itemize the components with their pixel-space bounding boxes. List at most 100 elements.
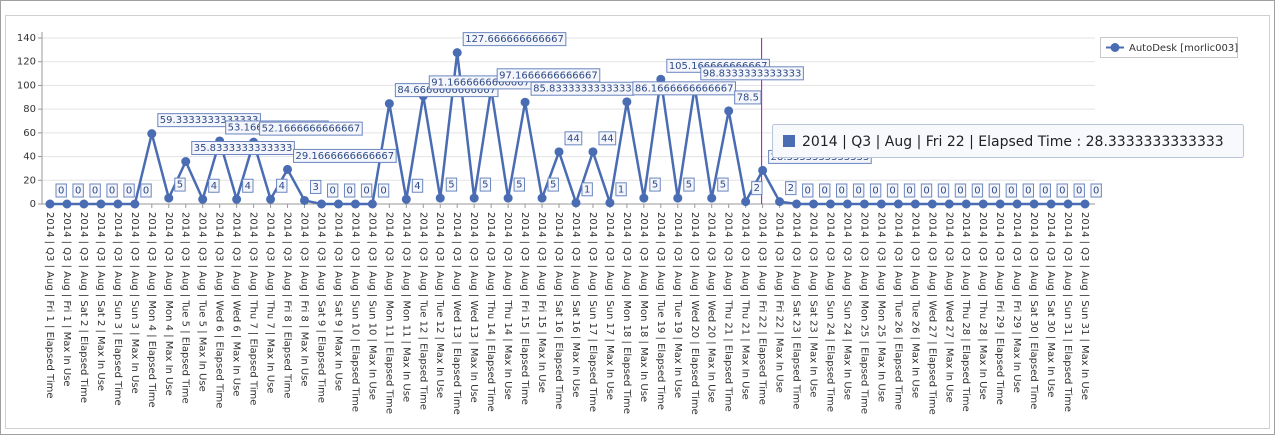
data-label-box — [479, 177, 492, 192]
data-label-text: 3 — [313, 182, 319, 193]
data-label-text: 5 — [686, 180, 692, 191]
data-label-box — [293, 148, 397, 163]
data-point — [554, 147, 564, 157]
x-tick-label: 2014 | Q3 | Aug | Tue 26 | Elapsed Time — [892, 212, 903, 410]
data-label-text: 5 — [550, 180, 556, 191]
tooltip: 2014 | Q3 | Aug | Fri 22 | Elapsed Time … — [772, 124, 1244, 158]
data-label: 78.5 — [734, 90, 762, 105]
data-label-text: 0 — [75, 186, 81, 197]
data-label: 44 — [598, 131, 617, 146]
data-label: 0 — [903, 183, 916, 198]
data-label-text: 0 — [1059, 186, 1065, 197]
data-point — [367, 199, 377, 209]
data-label-box — [751, 181, 763, 196]
data-label-box — [835, 183, 848, 198]
x-tick-label: 2014 | Q3 | Aug | Mon 25 | Elapsed Time — [858, 212, 869, 414]
x-tick-label: 2014 | Q3 | Aug | Sat 30 | Max In Use — [1045, 212, 1056, 397]
tooltip-swatch — [783, 135, 795, 147]
y-tick-label: 120 — [17, 57, 36, 68]
data-label-text: 0 — [1093, 186, 1099, 197]
data-label: 0 — [954, 183, 967, 198]
data-point — [266, 194, 276, 204]
data-point — [639, 193, 649, 203]
data-point — [724, 106, 734, 116]
data-label-text: 0 — [329, 186, 335, 197]
data-point — [622, 97, 632, 107]
data-label: 5 — [547, 177, 559, 192]
data-label-box — [988, 183, 1001, 198]
y-tick-label: 40 — [23, 152, 36, 163]
data-label-box — [55, 183, 67, 198]
x-tick-label: 2014 | Q3 | Aug | Wed 6 | Elapsed Time — [214, 212, 225, 408]
data-point — [707, 193, 717, 203]
data-label: 52.1666666666667 — [259, 121, 363, 136]
x-tick-label: 2014 | Q3 | Aug | Sat 16 | Elapsed Time — [553, 212, 564, 409]
data-label: 127.666666666667 — [462, 32, 567, 47]
data-label-text: 2 — [754, 183, 760, 194]
x-tick-label: 2014 | Q3 | Aug | Wed 13 | Max In Use — [468, 212, 479, 403]
data-label: 35.8333333333333 — [191, 141, 295, 156]
data-point — [588, 147, 598, 157]
x-tick-label: 2014 | Q3 | Aug | Wed 20 | Elapsed Time — [689, 212, 700, 415]
data-label: 4 — [411, 178, 424, 193]
data-label: 5 — [649, 177, 661, 192]
data-label-text: 0 — [58, 186, 64, 197]
data-point — [147, 129, 157, 139]
data-point — [978, 199, 988, 209]
data-label: 85.8333333333333 — [530, 81, 635, 96]
x-tick-label: 2014 | Q3 | Aug | Sat 30 | Elapsed Time — [1028, 212, 1039, 409]
data-point — [232, 194, 242, 204]
data-label-box — [360, 183, 373, 198]
data-label-box — [886, 183, 899, 198]
data-label-text: 29.1666666666667 — [296, 151, 395, 162]
data-label-text: 5 — [177, 180, 183, 191]
data-label-text: 0 — [923, 186, 929, 197]
data-label-text: 52.1666666666667 — [262, 124, 361, 135]
data-label-box — [242, 178, 254, 193]
data-point — [435, 193, 445, 203]
data-point — [910, 199, 920, 209]
tooltip-text: 2014 | Q3 | Aug | Fri 22 | Elapsed Time … — [802, 134, 1224, 150]
data-label-text: 0 — [1076, 186, 1082, 197]
data-point — [792, 199, 802, 209]
data-label-text: 0 — [346, 186, 352, 197]
data-point — [809, 199, 819, 209]
data-label: 98.8333333333333 — [700, 66, 804, 81]
data-point — [944, 199, 954, 209]
data-label-box — [564, 131, 583, 146]
data-label-text: 85.8333333333333 — [533, 84, 632, 95]
data-label-text: 35.8333333333333 — [194, 143, 293, 154]
data-label-text: 0 — [143, 186, 149, 197]
data-label-box — [937, 183, 950, 198]
data-label: 0 — [886, 183, 899, 198]
data-label-text: 0 — [126, 186, 132, 197]
data-label-box — [649, 177, 661, 192]
data-label-box — [819, 183, 831, 198]
data-point — [45, 199, 55, 209]
y-tick-label: 20 — [23, 175, 36, 186]
x-tick-label: 2014 | Q3 | Aug | Thu 21 | Max In Use — [740, 212, 751, 400]
data-point — [113, 199, 123, 209]
x-tick-label: 2014 | Q3 | Aug | Fri 22 | Elapsed Time — [757, 212, 768, 405]
data-label-box — [802, 183, 814, 198]
data-label-box — [208, 178, 220, 193]
data-point — [825, 199, 835, 209]
x-tick-label: 2014 | Q3 | Aug | Fri 1 | Elapsed Time — [44, 212, 55, 399]
data-point — [758, 165, 768, 175]
data-label-text: 0 — [906, 186, 912, 197]
x-tick-label: 2014 | Q3 | Aug | Sun 10 | Max In Use — [366, 212, 377, 400]
data-label-box — [140, 183, 152, 198]
data-label: 29.1666666666667 — [293, 148, 397, 163]
data-point — [164, 193, 174, 203]
data-label-text: 0 — [957, 186, 963, 197]
data-label-text: 0 — [363, 186, 369, 197]
x-tick-label: 2014 | Q3 | Aug | Mon 4 | Max In Use — [163, 212, 174, 396]
data-label: 5 — [683, 177, 695, 192]
data-label-text: 98.8333333333333 — [703, 68, 802, 79]
data-label-text: 0 — [92, 186, 98, 197]
x-tick-label: 2014 | Q3 | Aug | Tue 19 | Max In Use — [672, 212, 683, 398]
data-point — [452, 48, 462, 58]
x-tick-label: 2014 | Q3 | Aug | Tue 12 | Elapsed Time — [417, 212, 428, 410]
data-point — [1063, 199, 1073, 209]
data-point — [384, 99, 394, 109]
